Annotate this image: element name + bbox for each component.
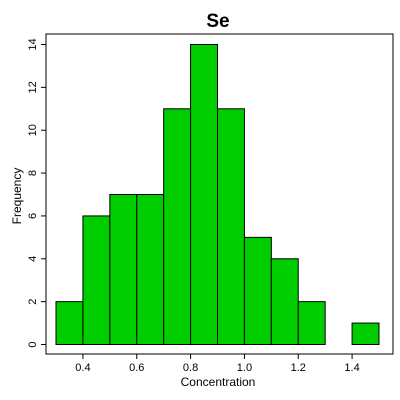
x-tick-label-3: 1.0 — [237, 362, 252, 374]
x-axis-label: Concentration — [181, 375, 256, 389]
histogram-bar-4 — [163, 108, 192, 345]
histogram-bar-8 — [270, 258, 299, 345]
y-tick-label-5: 10 — [27, 124, 39, 136]
x-tick-label-1: 0.6 — [129, 362, 144, 374]
histogram-bar-5 — [190, 44, 218, 345]
histogram-bar-6 — [217, 108, 245, 345]
histogram-bar-0 — [55, 301, 84, 345]
y-tick-label-3: 6 — [27, 213, 39, 219]
histogram-bar-3 — [136, 194, 165, 345]
y-tick-label-2: 4 — [27, 256, 39, 262]
y-tick-label-6: 12 — [27, 81, 39, 93]
x-tick-label-2: 0.8 — [183, 362, 198, 374]
y-axis-label: Frequency — [10, 168, 24, 225]
histogram-bar-2 — [109, 194, 138, 345]
histogram-bar-7 — [243, 236, 272, 346]
histogram-bar-11 — [351, 322, 380, 346]
y-tick-label-7: 14 — [27, 38, 39, 50]
bars-group — [55, 44, 380, 346]
histogram-bar-9 — [297, 301, 326, 345]
x-axis: 0.4 0.6 0.8 1.0 1.2 1.4 — [75, 353, 360, 374]
x-tick-label-5: 1.4 — [344, 362, 359, 374]
y-tick-label-0: 0 — [27, 341, 39, 347]
y-tick-label-4: 8 — [27, 170, 39, 176]
x-tick-label-4: 1.2 — [291, 362, 306, 374]
x-tick-label-0: 0.4 — [75, 362, 90, 374]
y-axis: 0 2 4 6 8 10 12 14 — [27, 38, 47, 348]
y-tick-label-1: 2 — [27, 299, 39, 305]
chart-title: Se — [206, 11, 229, 32]
histogram-bar-1 — [82, 215, 111, 345]
